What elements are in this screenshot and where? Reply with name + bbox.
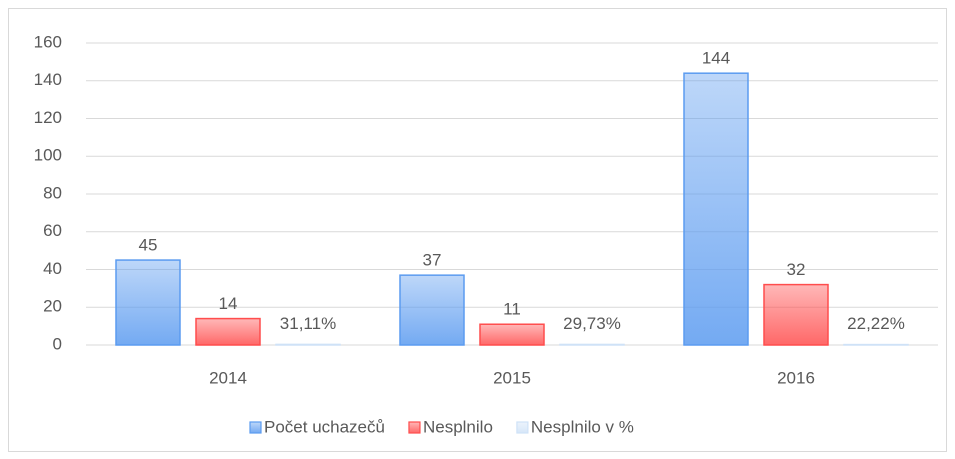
legend-swatch [249, 421, 262, 434]
data-label: 31,11% [280, 314, 336, 333]
data-label: 45 [139, 236, 158, 255]
legend-swatch [408, 421, 421, 434]
bar [683, 72, 749, 346]
bar [399, 274, 465, 346]
bar [559, 343, 625, 346]
y-tick-label: 0 [53, 334, 62, 353]
chart-border [8, 8, 947, 452]
legend-label: Počet uchazečů [264, 417, 385, 436]
y-tick-label: 20 [43, 297, 62, 316]
data-label: 22,22% [847, 314, 905, 333]
x-tick-label: 2014 [209, 368, 247, 387]
bar [195, 317, 261, 346]
x-tick-label: 2016 [777, 368, 815, 387]
y-tick-label: 140 [34, 70, 62, 89]
y-tick-label: 160 [34, 32, 62, 51]
data-label: 14 [219, 294, 238, 313]
bar [275, 343, 341, 346]
y-tick-label: 40 [43, 259, 62, 278]
data-label: 144 [702, 49, 730, 68]
y-tick-label: 80 [43, 183, 62, 202]
y-tick-label: 100 [34, 146, 62, 165]
y-tick-label: 120 [34, 108, 62, 127]
x-tick-label: 2015 [493, 368, 531, 387]
data-label: 29,73% [563, 314, 621, 333]
bar [115, 259, 181, 346]
data-label: 37 [423, 251, 442, 270]
data-label: 11 [503, 300, 521, 319]
bar [763, 283, 829, 346]
bar [479, 323, 545, 346]
legend-swatch [516, 421, 529, 434]
legend-label: Nesplnilo [423, 417, 493, 436]
y-tick-label: 60 [43, 221, 62, 240]
legend-label: Nesplnilo v % [531, 417, 634, 436]
data-label: 32 [787, 260, 806, 279]
